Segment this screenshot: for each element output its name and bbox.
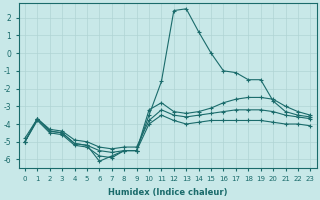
X-axis label: Humidex (Indice chaleur): Humidex (Indice chaleur) [108,188,228,197]
